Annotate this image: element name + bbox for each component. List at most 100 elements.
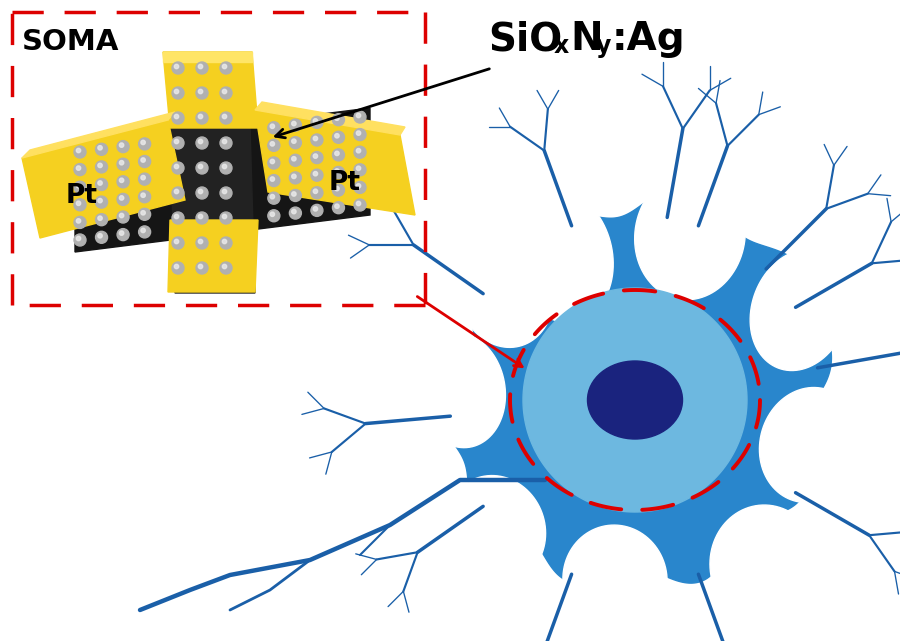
Circle shape [141,158,145,162]
Circle shape [117,194,129,205]
Circle shape [172,212,184,224]
Circle shape [220,62,232,74]
Circle shape [335,187,339,191]
Circle shape [313,137,318,140]
Polygon shape [442,183,832,583]
Circle shape [95,196,107,208]
Circle shape [313,189,318,194]
Circle shape [292,139,296,144]
Circle shape [74,181,86,193]
Circle shape [220,87,232,99]
Circle shape [220,187,232,199]
Text: y: y [596,34,611,58]
Circle shape [222,239,227,244]
Circle shape [313,172,318,176]
Circle shape [196,187,208,199]
Circle shape [332,113,345,126]
Circle shape [76,183,81,188]
Circle shape [98,163,103,167]
Circle shape [139,138,150,150]
Circle shape [220,237,232,249]
Circle shape [268,174,280,187]
Circle shape [356,131,361,135]
Circle shape [335,116,339,121]
Polygon shape [255,102,405,135]
Circle shape [198,189,202,194]
Circle shape [354,146,366,158]
Circle shape [139,226,150,238]
Circle shape [172,162,184,174]
Circle shape [335,133,339,138]
Circle shape [292,210,296,214]
Circle shape [76,201,81,206]
Circle shape [98,199,103,203]
Circle shape [222,164,227,169]
Circle shape [98,216,103,221]
Circle shape [196,162,208,174]
Text: :Ag: :Ag [612,20,686,58]
Circle shape [270,177,274,181]
Polygon shape [523,288,747,512]
Circle shape [332,149,345,161]
Circle shape [172,262,184,274]
Circle shape [292,156,296,161]
Circle shape [290,119,302,131]
Circle shape [198,164,202,169]
Circle shape [98,233,103,238]
Circle shape [117,158,129,171]
Circle shape [120,196,124,200]
Circle shape [270,159,274,163]
Circle shape [117,140,129,153]
Circle shape [120,231,124,235]
Circle shape [120,213,124,218]
Circle shape [175,214,179,219]
Polygon shape [168,60,255,293]
Circle shape [74,199,86,211]
Circle shape [175,139,179,144]
Circle shape [76,148,81,153]
Circle shape [141,140,145,145]
Circle shape [356,149,361,153]
Circle shape [139,156,150,167]
Polygon shape [163,52,252,62]
Circle shape [95,144,107,155]
Circle shape [310,117,323,128]
Circle shape [222,114,227,119]
Circle shape [354,199,366,211]
Circle shape [268,192,280,204]
Circle shape [268,157,280,169]
Circle shape [310,204,323,217]
Circle shape [313,154,318,158]
Circle shape [335,151,339,156]
Circle shape [332,167,345,178]
Circle shape [139,173,150,185]
Circle shape [198,64,202,69]
Circle shape [292,121,296,126]
Circle shape [198,214,202,219]
Circle shape [356,201,361,206]
Circle shape [74,234,86,246]
Circle shape [198,139,202,144]
Circle shape [141,193,145,197]
Circle shape [290,137,302,149]
Polygon shape [168,220,258,292]
Text: Pt: Pt [329,170,361,196]
Circle shape [196,112,208,124]
Polygon shape [456,233,554,347]
Circle shape [310,187,323,199]
Circle shape [290,207,302,219]
Circle shape [198,239,202,244]
Text: SiO: SiO [488,20,562,58]
Circle shape [292,174,296,179]
Circle shape [332,131,345,144]
Polygon shape [507,188,613,322]
Circle shape [268,139,280,151]
Circle shape [74,146,86,158]
Circle shape [139,208,150,221]
Circle shape [222,214,227,219]
Circle shape [356,166,361,171]
Circle shape [196,262,208,274]
Circle shape [335,204,339,208]
Polygon shape [22,120,185,238]
Circle shape [175,264,179,269]
